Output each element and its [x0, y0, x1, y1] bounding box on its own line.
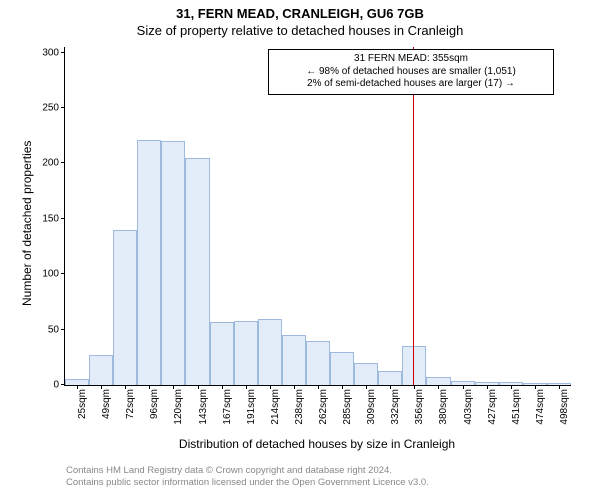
x-tick-mark [294, 385, 295, 389]
histogram-bar [185, 158, 209, 385]
x-tick-label: 143sqm [198, 389, 209, 425]
y-tick-mark [61, 162, 65, 163]
x-tick-mark [318, 385, 319, 389]
y-tick-label: 300 [42, 47, 65, 58]
histogram-bar [89, 355, 113, 385]
x-tick-label: 49sqm [101, 389, 112, 419]
y-axis-label: Number of detached properties [20, 141, 34, 306]
attribution-line-1: Contains HM Land Registry data © Crown c… [66, 465, 429, 477]
histogram-bar [426, 377, 450, 385]
x-tick-mark [149, 385, 150, 389]
x-axis-label: Distribution of detached houses by size … [64, 437, 570, 451]
histogram-bar [161, 141, 185, 385]
histogram-bar [354, 363, 378, 385]
plot-area: 05010015020025030025sqm49sqm72sqm96sqm12… [64, 47, 571, 386]
chart-container: 31, FERN MEAD, CRANLEIGH, GU6 7GB Size o… [0, 0, 600, 500]
x-tick-mark [535, 385, 536, 389]
x-tick-label: 474sqm [535, 389, 546, 425]
histogram-bar [210, 322, 234, 385]
chart-subtitle: Size of property relative to detached ho… [0, 21, 600, 38]
y-tick-mark [61, 329, 65, 330]
x-tick-label: 72sqm [125, 389, 136, 419]
x-tick-label: 427sqm [487, 389, 498, 425]
histogram-bar [306, 341, 330, 385]
x-tick-label: 214sqm [270, 389, 281, 425]
annotation-line-3: 2% of semi-detached houses are larger (1… [275, 78, 547, 91]
x-tick-label: 498sqm [559, 389, 570, 425]
x-tick-mark [125, 385, 126, 389]
x-tick-mark [222, 385, 223, 389]
x-tick-label: 451sqm [511, 389, 522, 425]
y-tick-label: 200 [42, 158, 65, 169]
x-tick-mark [463, 385, 464, 389]
x-tick-label: 356sqm [414, 389, 425, 425]
x-tick-label: 403sqm [463, 389, 474, 425]
x-tick-label: 167sqm [222, 389, 233, 425]
x-tick-mark [366, 385, 367, 389]
x-tick-mark [198, 385, 199, 389]
y-tick-label: 50 [48, 324, 65, 335]
x-tick-mark [511, 385, 512, 389]
histogram-bar [137, 140, 161, 385]
histogram-bar [282, 335, 306, 385]
x-tick-mark [559, 385, 560, 389]
y-tick-mark [61, 218, 65, 219]
x-tick-mark [438, 385, 439, 389]
x-tick-label: 120sqm [173, 389, 184, 425]
x-tick-label: 96sqm [149, 389, 160, 419]
histogram-bar [402, 346, 426, 385]
x-tick-mark [270, 385, 271, 389]
y-tick-label: 150 [42, 213, 65, 224]
x-tick-mark [77, 385, 78, 389]
histogram-bar [113, 230, 137, 385]
histogram-bar [258, 319, 282, 385]
x-tick-mark [390, 385, 391, 389]
attribution-line-2: Contains public sector information licen… [66, 477, 429, 489]
x-tick-label: 238sqm [294, 389, 305, 425]
x-tick-label: 309sqm [366, 389, 377, 425]
y-tick-mark [61, 107, 65, 108]
y-tick-label: 250 [42, 102, 65, 113]
y-tick-mark [61, 273, 65, 274]
histogram-bar [234, 321, 258, 385]
x-tick-label: 332sqm [390, 389, 401, 425]
x-tick-mark [101, 385, 102, 389]
histogram-bar [378, 371, 402, 385]
x-tick-label: 262sqm [318, 389, 329, 425]
y-tick-label: 0 [53, 380, 65, 391]
x-tick-label: 285sqm [342, 389, 353, 425]
attribution-text: Contains HM Land Registry data © Crown c… [66, 465, 429, 489]
x-tick-mark [173, 385, 174, 389]
x-tick-label: 191sqm [246, 389, 257, 425]
x-tick-mark [487, 385, 488, 389]
x-tick-label: 380sqm [438, 389, 449, 425]
x-tick-mark [246, 385, 247, 389]
x-tick-label: 25sqm [77, 389, 88, 419]
histogram-bar [330, 352, 354, 385]
x-tick-mark [342, 385, 343, 389]
chart-title-address: 31, FERN MEAD, CRANLEIGH, GU6 7GB [0, 0, 600, 21]
marker-annotation: 31 FERN MEAD: 355sqm ← 98% of detached h… [268, 49, 554, 95]
annotation-line-2: ← 98% of detached houses are smaller (1,… [275, 66, 547, 79]
annotation-line-1: 31 FERN MEAD: 355sqm [275, 53, 547, 66]
x-tick-mark [414, 385, 415, 389]
y-tick-label: 100 [42, 269, 65, 280]
marker-line [413, 47, 414, 385]
y-tick-mark [61, 52, 65, 53]
